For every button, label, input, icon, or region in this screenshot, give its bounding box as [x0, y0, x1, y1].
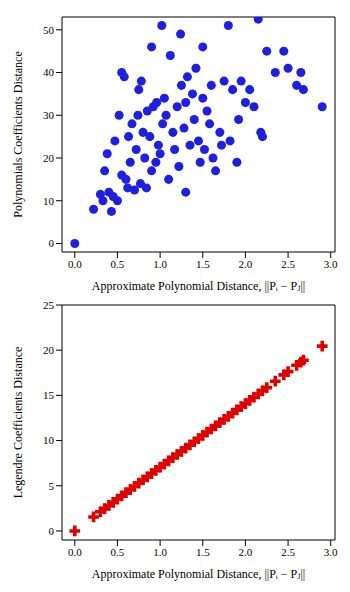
svg-text:Approximate Polynomial Distanc: Approximate Polynomial Distance, ||Pᵢ − …: [92, 279, 306, 293]
svg-text:2.0: 2.0: [239, 258, 253, 270]
svg-text:30: 30: [43, 109, 55, 121]
svg-text:1.5: 1.5: [196, 546, 210, 558]
svg-text:50: 50: [43, 24, 55, 36]
svg-text:1.5: 1.5: [196, 258, 210, 270]
svg-text:1.0: 1.0: [153, 546, 167, 558]
svg-text:2.5: 2.5: [281, 258, 295, 270]
svg-text:Polynomials Coefficients Dista: Polynomials Coefficients Distance: [11, 51, 25, 217]
svg-text:1.0: 1.0: [153, 258, 167, 270]
svg-text:10: 10: [43, 195, 55, 207]
svg-text:2.5: 2.5: [281, 546, 295, 558]
svg-text:2.0: 2.0: [239, 546, 253, 558]
svg-text:40: 40: [43, 66, 55, 78]
svg-text:20: 20: [43, 152, 55, 164]
svg-text:0: 0: [49, 525, 55, 537]
svg-text:Legendre Coefficients Distance: Legendre Coefficients Distance: [11, 347, 25, 499]
svg-text:0: 0: [49, 237, 55, 249]
svg-text:0.5: 0.5: [111, 546, 125, 558]
svg-text:25: 25: [43, 299, 55, 311]
svg-text:10: 10: [43, 434, 55, 446]
svg-text:Approximate Polynomial Distanc: Approximate Polynomial Distance, ||Pᵢ − …: [92, 567, 306, 581]
svg-text:3.0: 3.0: [324, 258, 338, 270]
svg-text:0.0: 0.0: [68, 258, 82, 270]
svg-text:3.0: 3.0: [324, 546, 338, 558]
svg-text:0.0: 0.0: [68, 546, 82, 558]
svg-text:15: 15: [43, 389, 55, 401]
svg-text:20: 20: [43, 344, 55, 356]
svg-text:5: 5: [49, 480, 55, 492]
svg-text:0.5: 0.5: [111, 258, 125, 270]
